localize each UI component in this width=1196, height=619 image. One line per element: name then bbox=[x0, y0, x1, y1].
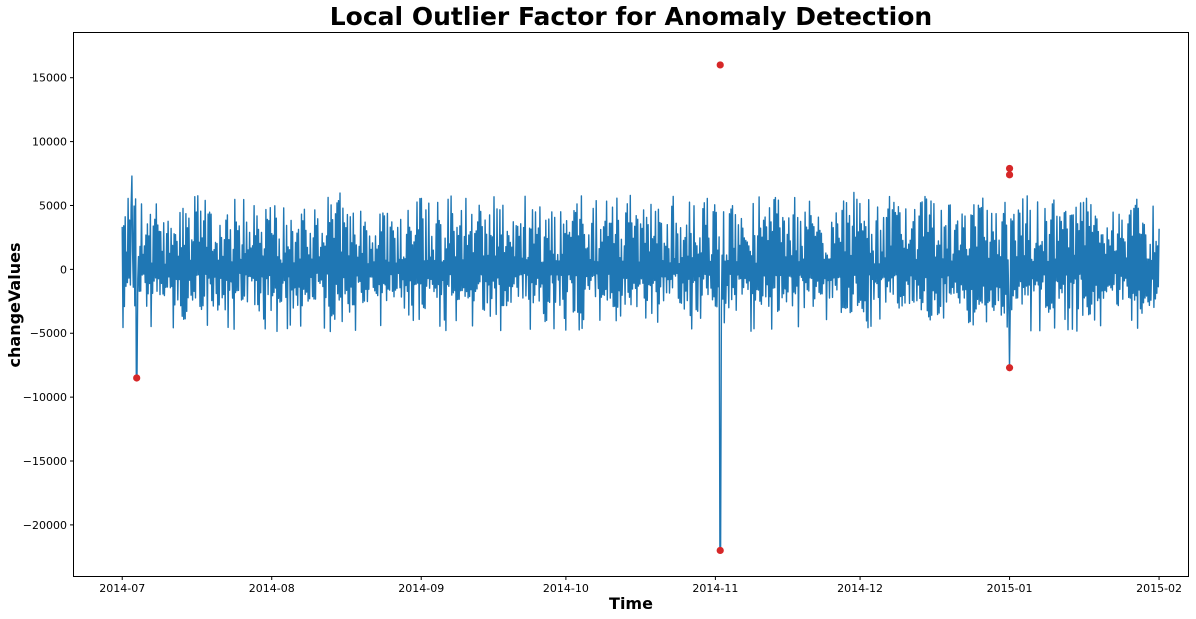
x-tick-label: 2014-07 bbox=[99, 582, 145, 595]
x-tick-label: 2014-09 bbox=[398, 582, 444, 595]
x-tick-label: 2015-02 bbox=[1136, 582, 1182, 595]
anomaly-point bbox=[716, 61, 724, 69]
anomaly-point bbox=[716, 546, 724, 555]
y-tick-label: 15000 bbox=[32, 72, 67, 85]
chart-title: Local Outlier Factor for Anomaly Detecti… bbox=[329, 2, 933, 31]
y-tick-label: −5000 bbox=[30, 327, 67, 340]
series-layer bbox=[121, 175, 1160, 552]
x-tick-label: 2015-01 bbox=[987, 582, 1033, 595]
y-tick-label: −15000 bbox=[23, 455, 67, 468]
axis-ticks: 2014-07 2014-08 2014-09 2014-10 2014-11 2014-… bbox=[23, 72, 1182, 595]
anomaly-markers bbox=[133, 61, 1014, 555]
plot-frame bbox=[73, 32, 1189, 577]
y-tick-label: −20000 bbox=[23, 519, 67, 532]
anomaly-point bbox=[133, 374, 141, 382]
y-tick-label: 0 bbox=[60, 263, 67, 276]
x-tick-label: 2014-11 bbox=[692, 582, 738, 595]
series-line bbox=[121, 175, 1160, 552]
x-tick-label: 2014-10 bbox=[543, 582, 589, 595]
y-tick-label: 10000 bbox=[32, 136, 67, 149]
y-tick-label: −10000 bbox=[23, 391, 67, 404]
x-axis-label: Time bbox=[609, 594, 653, 613]
x-tick-label: 2014-08 bbox=[249, 582, 295, 595]
anomaly-point bbox=[1005, 364, 1014, 372]
x-tick-label: 2014-12 bbox=[837, 582, 883, 595]
y-axis-label: changeValues bbox=[5, 243, 24, 368]
anomaly-point bbox=[1005, 164, 1014, 173]
anomaly-point bbox=[1005, 171, 1014, 179]
y-tick-label: 5000 bbox=[39, 199, 67, 212]
